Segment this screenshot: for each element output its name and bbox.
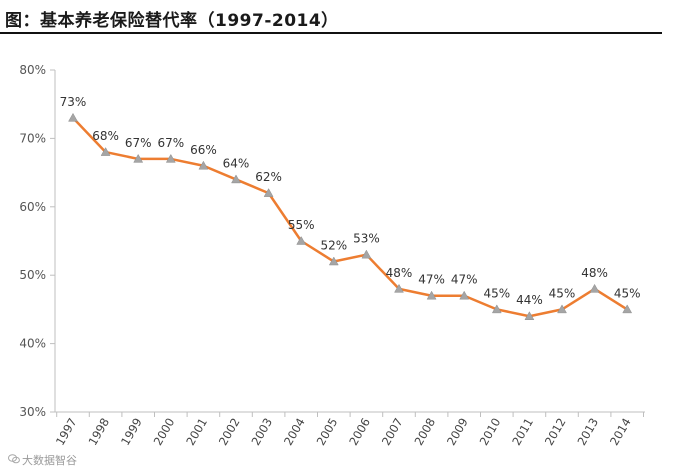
data-label: 62% (255, 170, 282, 184)
data-label: 73% (60, 95, 87, 109)
y-tick-label: 60% (19, 200, 46, 214)
data-label: 52% (320, 239, 347, 253)
x-tick-label: 2006 (346, 416, 373, 448)
data-label: 45% (549, 286, 576, 300)
x-tick-label: 2009 (444, 416, 471, 448)
x-tick-label: 2011 (509, 416, 536, 448)
data-point (622, 304, 633, 314)
data-point (491, 304, 502, 314)
x-tick-label: 2004 (281, 416, 308, 448)
data-label: 48% (581, 266, 608, 280)
data-label: 64% (223, 156, 250, 170)
data-point (296, 235, 307, 245)
data-label: 67% (125, 136, 152, 150)
data-label: 47% (418, 273, 445, 287)
x-tick-label: 2012 (542, 416, 569, 448)
data-point (100, 147, 111, 156)
data-label: 45% (483, 286, 510, 300)
data-point (263, 188, 274, 197)
y-tick-label: 30% (19, 405, 46, 419)
x-tick-label: 2007 (379, 416, 406, 448)
title-underline (0, 32, 662, 34)
data-point (394, 283, 404, 293)
data-point (133, 153, 144, 163)
y-tick-label: 50% (19, 268, 46, 282)
chart-title: 图：基本养老保险替代率（1997-2014） (5, 11, 339, 31)
data-point (524, 311, 535, 320)
data-label: 53% (353, 232, 380, 246)
data-point (68, 112, 78, 122)
series-line (72, 117, 628, 318)
x-tick-label: 2014 (607, 416, 634, 448)
data-point (361, 249, 372, 259)
y-tick-label: 70% (19, 131, 46, 145)
y-tick-label: 40% (19, 337, 46, 351)
watermark: 大数据智谷 (8, 452, 77, 468)
x-tick-label: 2001 (183, 416, 210, 448)
x-tick-label: 2005 (314, 416, 341, 448)
data-label: 67% (157, 136, 184, 150)
data-label: 44% (516, 293, 543, 307)
x-tick-label: 1997 (53, 416, 80, 448)
x-tick-label: 1998 (85, 416, 112, 448)
data-point (426, 290, 437, 300)
data-label: 47% (451, 273, 478, 287)
data-point (459, 290, 470, 300)
data-point (198, 160, 209, 170)
data-point (231, 174, 241, 184)
x-tick-label: 2002 (216, 416, 243, 448)
data-point (165, 153, 176, 163)
data-point (328, 256, 339, 266)
x-tick-label: 2008 (411, 416, 438, 448)
data-label: 68% (92, 129, 119, 143)
data-label: 55% (288, 218, 315, 232)
wechat-icon (8, 454, 20, 467)
x-tick-label: 2013 (574, 416, 601, 448)
data-label: 66% (190, 143, 217, 157)
data-point (589, 283, 600, 293)
y-tick-label: 80% (19, 63, 46, 77)
x-tick-label: 1999 (118, 416, 145, 448)
data-point (557, 304, 567, 314)
x-tick-label: 2010 (477, 416, 504, 448)
x-tick-label: 2003 (248, 416, 275, 448)
x-tick-label: 2000 (151, 416, 178, 448)
data-label: 48% (386, 266, 413, 280)
data-label: 45% (614, 286, 641, 300)
watermark-text: 大数据智谷 (22, 454, 77, 467)
